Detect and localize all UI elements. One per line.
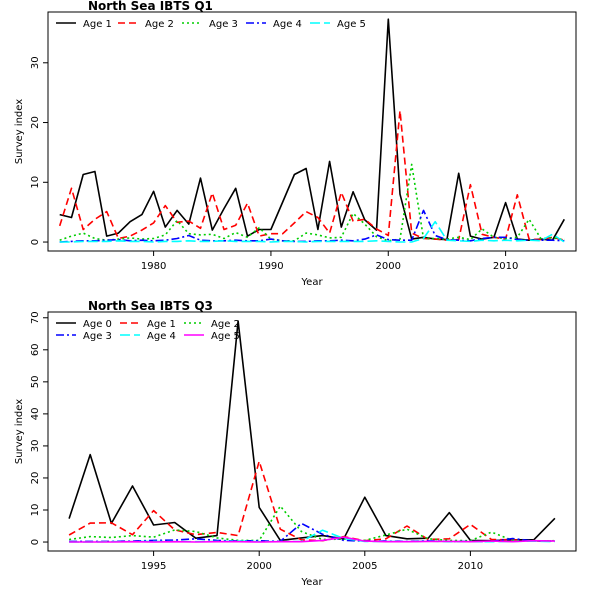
legend-label: Age 0 [83,319,112,330]
legend-label: Age 4 [147,331,176,342]
legend-label: Age 3 [209,19,238,30]
panel-ibts-q1: North Sea IBTS Q1 1980 1990 2000 2010 Year 0 10… [14,0,577,288]
legend-item: Age 4 [120,331,176,342]
plot-frame [47,11,577,252]
y-tick-label: 0 [30,539,41,545]
legend-label: Age 2 [145,19,174,30]
y-tick-label: 50 [30,375,41,388]
y-axis: 0 10 20 30 Survey index [14,56,48,245]
series-line-age-2 [58,109,565,241]
legend-label: Age 5 [211,331,240,342]
panel-ibts-q3: North Sea IBTS Q3 1995 2000 2005 2010 Year 0 10… [14,299,577,588]
series-line-age-3 [69,522,555,543]
legend-label: Age 1 [83,19,112,30]
y-tick-label: 10 [30,176,41,189]
legend-label: Age 3 [83,331,112,342]
x-axis-label: Year [300,577,323,588]
legend-item: Age 2 [118,19,174,30]
plot-frame [47,311,577,552]
y-tick-label: 20 [30,472,41,485]
series-line-age-0 [68,320,556,542]
y-axis: 0 10 20 30 40 50 60 70 Survey index [14,311,48,545]
legend-item: Age 3 [56,331,112,342]
x-tick-label: 1995 [141,561,166,572]
chart-title: North Sea IBTS Q1 [88,0,213,13]
chart-title: North Sea IBTS Q3 [88,299,213,313]
y-tick-label: 30 [30,440,41,453]
legend-item: Age 0 [56,319,112,330]
y-tick-label: 10 [30,504,41,517]
y-tick-label: 30 [30,56,41,69]
x-tick-label: 2000 [246,561,271,572]
legend-item: Age 4 [246,19,302,30]
legend: Age 0 Age 1 Age 2 Age 3 Age 4 Age 5 [56,319,240,342]
legend-item: Age 5 [310,19,366,30]
series-line-age-5 [59,220,565,243]
y-axis-label: Survey index [14,399,25,464]
legend-item: Age 5 [184,331,240,342]
series-line-age-1 [59,18,565,241]
series-group [68,320,556,543]
x-tick-label: 1990 [258,261,283,272]
legend-label: Age 5 [337,19,366,30]
x-tick-label: 1980 [141,261,166,272]
y-tick-label: 40 [30,408,41,421]
series-line-age-2 [68,505,555,542]
y-tick-label: 60 [30,343,41,356]
x-axis: 1995 2000 2005 2010 Year [141,551,483,588]
y-tick-label: 20 [30,116,41,129]
x-tick-label: 2000 [376,261,401,272]
y-tick-label: 0 [30,239,41,245]
series-line-age-4 [59,209,565,243]
series-group [58,18,565,243]
legend-item: Age 3 [182,19,238,30]
legend-label: Age 2 [211,319,240,330]
legend: Age 1 Age 2 Age 3 Age 4 Age 5 [56,19,366,30]
series-line-age-5 [69,536,555,543]
legend-item: Age 1 [56,19,112,30]
y-axis-label: Survey index [14,99,25,164]
x-tick-label: 2010 [458,561,483,572]
x-tick-label: 2005 [352,561,377,572]
legend-label: Age 1 [147,319,176,330]
legend-label: Age 4 [273,19,302,30]
legend-item: Age 1 [120,319,176,330]
y-tick-label: 70 [30,311,41,324]
x-axis: 1980 1990 2000 2010 Year [141,251,518,288]
series-line-age-3 [59,163,565,242]
legend-item: Age 2 [184,319,240,330]
x-tick-label: 2010 [493,261,518,272]
x-axis-label: Year [300,277,323,288]
